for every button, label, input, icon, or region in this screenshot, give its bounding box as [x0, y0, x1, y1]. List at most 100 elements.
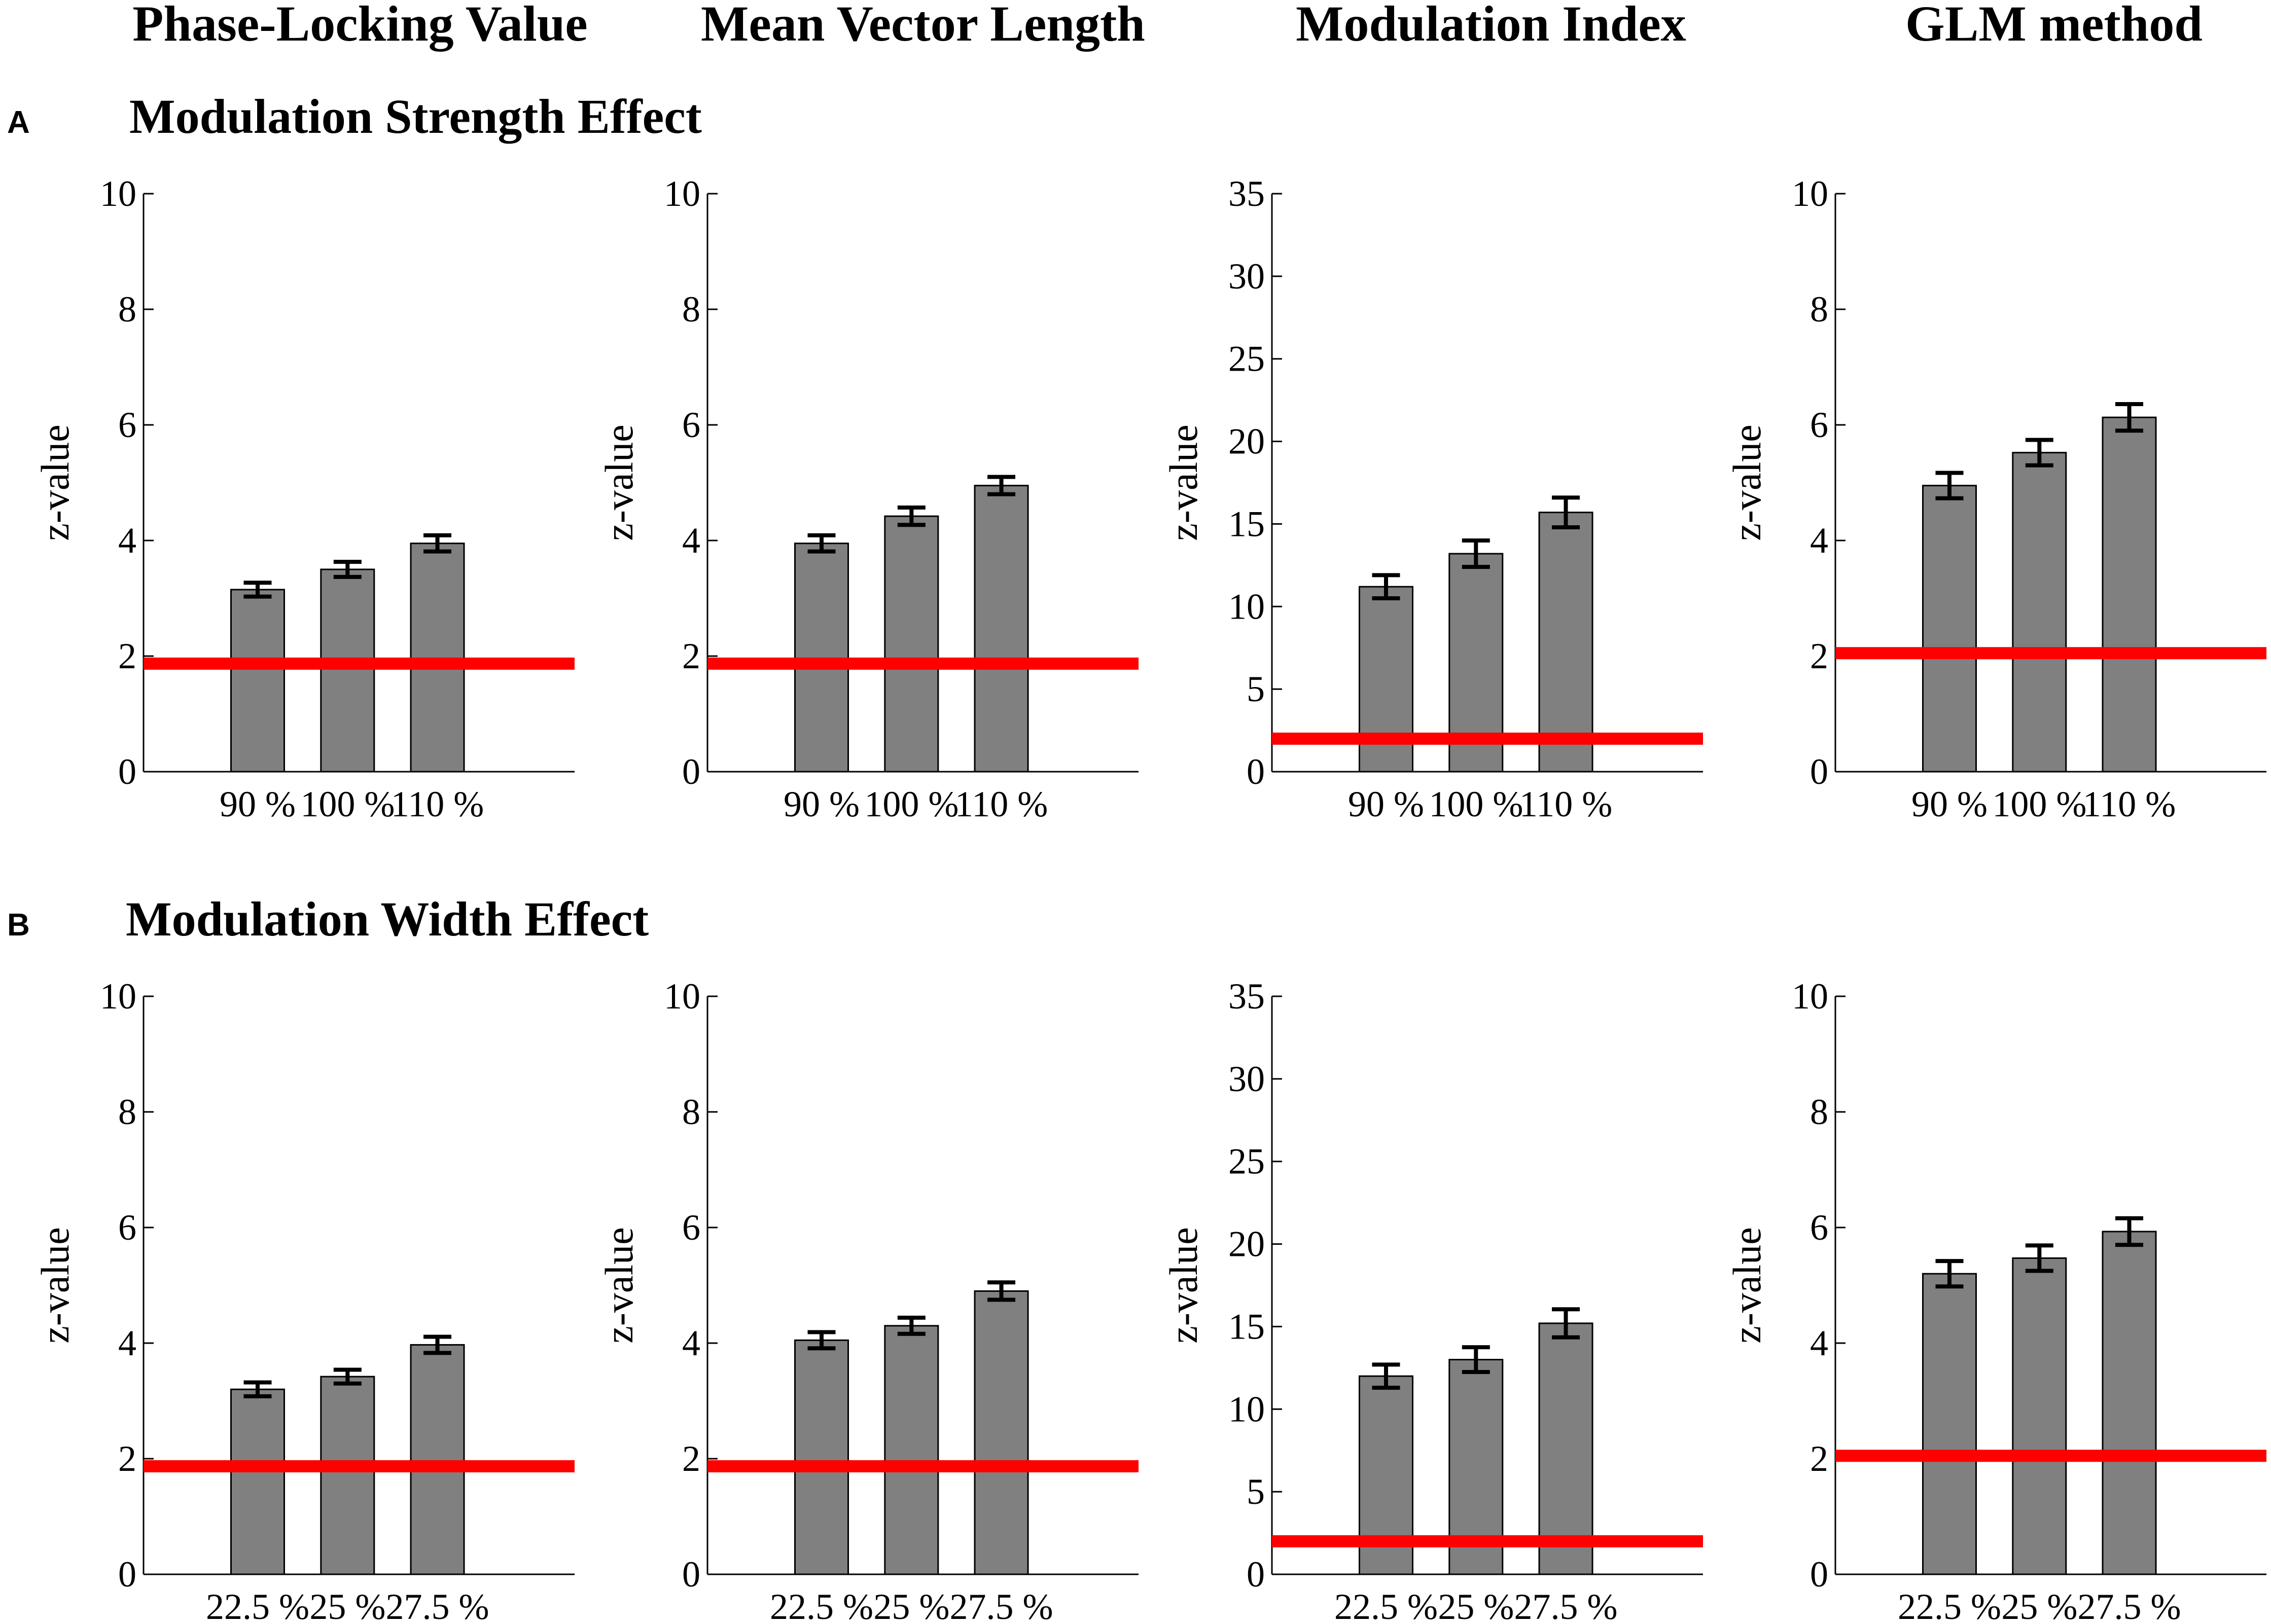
- bar: [410, 1344, 465, 1575]
- y-tick-label: 0: [118, 751, 136, 792]
- y-tick-label: 2: [682, 1438, 700, 1479]
- x-tick-label: 25 %: [873, 1586, 949, 1624]
- y-tick-label: 4: [1810, 520, 1828, 561]
- x-tick-label: 110 %: [955, 784, 1048, 824]
- bar: [2012, 1257, 2067, 1575]
- y-tick-label: 6: [682, 405, 700, 445]
- x-tick-label: 100 %: [1429, 784, 1523, 824]
- y-axis-label: z-value: [1725, 424, 1769, 541]
- x-tick-label: 90 %: [1348, 784, 1424, 824]
- y-tick-label: 4: [118, 520, 136, 561]
- y-tick-label: 15: [1228, 1306, 1265, 1347]
- y-tick-label: 0: [1247, 751, 1265, 792]
- bar: [1538, 1322, 1593, 1575]
- y-axis-label: z-value: [1725, 1227, 1769, 1344]
- x-tick-label: 110 %: [1519, 784, 1612, 824]
- y-tick-label: 2: [1810, 1438, 1828, 1479]
- y-tick-label: 5: [1247, 1471, 1265, 1512]
- y-axis-label: z-value: [1161, 424, 1205, 541]
- y-tick-label: 2: [118, 1438, 136, 1479]
- y-tick-label: 10: [664, 173, 700, 214]
- x-tick-label: 22.5 %: [1898, 1586, 2001, 1624]
- x-tick-label: 25 %: [1438, 1586, 1514, 1624]
- x-tick-label: 22.5 %: [1334, 1586, 1438, 1624]
- y-tick-label: 10: [1792, 976, 1828, 1017]
- y-axis-label: z-value: [597, 1227, 641, 1344]
- bar: [2012, 452, 2067, 773]
- bar-chart-panel: 0 2 4 6 8 10 z-value 22.5 % 25 % 27.5 %: [597, 976, 1139, 1624]
- y-tick-label: 4: [118, 1323, 136, 1363]
- y-tick-label: 35: [1228, 976, 1265, 1017]
- x-tick-label: 25 %: [2001, 1586, 2077, 1624]
- y-tick-label: 10: [1228, 1389, 1265, 1429]
- column-headers: Phase-Locking Value Mean Vector Length Mod…: [132, 0, 2203, 52]
- y-tick-label: 4: [682, 520, 700, 561]
- row-title: Modulation Width Effect: [126, 892, 649, 946]
- y-tick-label: 6: [682, 1207, 700, 1248]
- y-tick-label: 5: [1247, 669, 1265, 709]
- bar: [230, 1388, 285, 1575]
- y-tick-label: 15: [1228, 503, 1265, 544]
- y-tick-label: 8: [682, 289, 700, 330]
- x-tick-label: 100 %: [864, 784, 959, 824]
- x-tick-label: 25 %: [309, 1586, 385, 1624]
- y-tick-label: 10: [100, 173, 136, 214]
- y-tick-label: 6: [1810, 1207, 1828, 1248]
- y-tick-label: 35: [1228, 173, 1265, 214]
- y-tick-label: 0: [1810, 1554, 1828, 1595]
- x-tick-label: 100 %: [1992, 784, 2086, 824]
- bar-chart-panel: 0 5 10 15 20 25 30 35 z-value 22.5 % 25 % 27.5 %: [1161, 976, 1703, 1624]
- y-tick-label: 20: [1228, 421, 1265, 462]
- y-tick-label: 0: [118, 1554, 136, 1595]
- x-tick-label: 110 %: [2083, 784, 2176, 824]
- bar: [2102, 416, 2157, 773]
- column-header: GLM method: [1905, 0, 2203, 52]
- y-tick-label: 8: [118, 289, 136, 330]
- y-tick-label: 2: [118, 636, 136, 676]
- bar: [1922, 1273, 1977, 1575]
- y-tick-label: 10: [664, 976, 700, 1017]
- y-tick-label: 6: [1810, 405, 1828, 445]
- y-tick-label: 0: [682, 1554, 700, 1595]
- x-tick-label: 27.5 %: [1514, 1586, 1618, 1624]
- x-tick-label: 90 %: [220, 784, 296, 824]
- bar: [974, 485, 1029, 773]
- bar: [2102, 1231, 2157, 1575]
- x-tick-label: 100 %: [300, 784, 395, 824]
- y-axis-label: z-value: [597, 424, 641, 541]
- x-tick-label: 22.5 %: [206, 1586, 309, 1624]
- bar: [320, 568, 375, 773]
- y-axis-label: z-value: [33, 424, 77, 541]
- bar: [320, 1376, 375, 1575]
- y-tick-label: 30: [1228, 256, 1265, 297]
- bar-chart-panel: 0 2 4 6 8 10 z-value 90 % 100 %110 %: [33, 173, 575, 824]
- bar: [794, 1339, 849, 1575]
- y-axis-label: z-value: [1161, 1227, 1205, 1344]
- y-tick-label: 25: [1228, 339, 1265, 379]
- y-tick-label: 6: [118, 1207, 136, 1248]
- bar-chart-panel: 0 2 4 6 8 10 z-value 22.5 % 25 % 27.5 %: [33, 976, 575, 1624]
- x-tick-label: 27.5 %: [950, 1586, 1053, 1624]
- x-tick-label: 90 %: [784, 784, 860, 824]
- y-tick-label: 10: [1792, 173, 1828, 214]
- x-tick-label: 27.5 %: [2078, 1586, 2181, 1624]
- y-tick-label: 8: [1810, 289, 1828, 330]
- y-tick-label: 10: [1228, 586, 1265, 627]
- column-header: Modulation Index: [1296, 0, 1686, 52]
- x-tick-label: 22.5 %: [770, 1586, 873, 1624]
- bar: [884, 515, 939, 773]
- y-tick-label: 6: [118, 405, 136, 445]
- y-tick-label: 0: [1247, 1554, 1265, 1595]
- column-header: Phase-Locking Value: [132, 0, 587, 52]
- panel-letter: B: [7, 908, 30, 943]
- bar: [230, 589, 285, 773]
- y-tick-label: 2: [1810, 636, 1828, 676]
- bar: [974, 1290, 1029, 1575]
- y-tick-label: 0: [1810, 751, 1828, 792]
- y-tick-label: 4: [1810, 1323, 1828, 1363]
- bar-chart-panel: 0 5 10 15 20 25 30 35 z-value 90 % 100 %110 %: [1161, 173, 1703, 824]
- bar-chart-panel: 0 2 4 6 8 10 z-value 90 % 100 %110 %: [1725, 173, 2266, 824]
- row-title: Modulation Strength Effect: [129, 89, 702, 143]
